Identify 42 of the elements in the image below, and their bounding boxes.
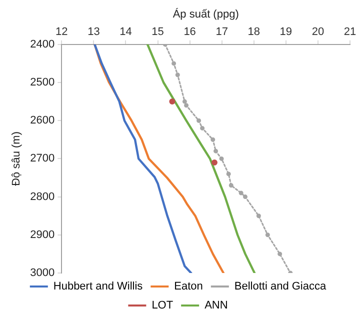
point [219,156,224,161]
y-tick-label: 2700 [30,152,55,165]
x-axis-title: Áp suất (ppg) [172,8,239,21]
y-axis-title: Độ sâu (m) [10,131,23,186]
point [175,72,180,78]
legend-label: Bellotti and Giacca [234,280,327,293]
x-tick-label: 20 [312,26,324,38]
point [238,190,244,196]
y-tick-label: 2500 [30,76,55,89]
point [242,194,248,200]
x-tick-label: 16 [184,26,196,38]
point [256,214,261,218]
x-tick-label: 19 [280,26,292,38]
point [172,61,176,66]
point [265,232,270,238]
point [210,137,216,142]
x-tick-label: 13 [88,26,100,38]
y-tick-label: 3000 [30,267,55,280]
y-tick-label: 2800 [30,190,55,203]
x-tick-label: 21 [344,26,356,38]
legend-label: Eaton [174,280,203,293]
point [278,252,282,256]
point [182,99,187,104]
y-tick-label: 2600 [30,114,55,127]
point [211,160,218,166]
point [200,126,205,130]
legend-label: LOT [152,300,174,312]
point [169,98,176,105]
point [228,183,234,188]
x-tick-label: 18 [248,26,260,38]
y-tick-label: 2400 [30,38,55,50]
x-tick-label: 12 [56,26,68,38]
x-tick-label: 15 [152,26,164,38]
point [196,118,202,123]
y-tick-label: 2900 [30,228,55,241]
legend-label: ANN [204,300,228,312]
x-tick-label: 17 [216,26,228,38]
point [184,103,189,108]
legend-label: Hubbert and Willis [53,280,144,293]
point [226,172,231,176]
point [214,148,218,154]
x-tick-label: 14 [120,26,132,38]
